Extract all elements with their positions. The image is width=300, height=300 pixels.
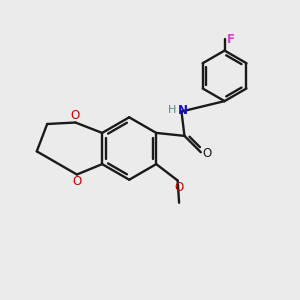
Text: N: N: [178, 103, 188, 116]
Text: O: O: [71, 110, 80, 122]
Text: H: H: [168, 105, 176, 115]
Text: O: O: [72, 175, 82, 188]
Text: F: F: [226, 33, 235, 46]
Text: O: O: [203, 147, 212, 160]
Text: O: O: [175, 181, 184, 194]
